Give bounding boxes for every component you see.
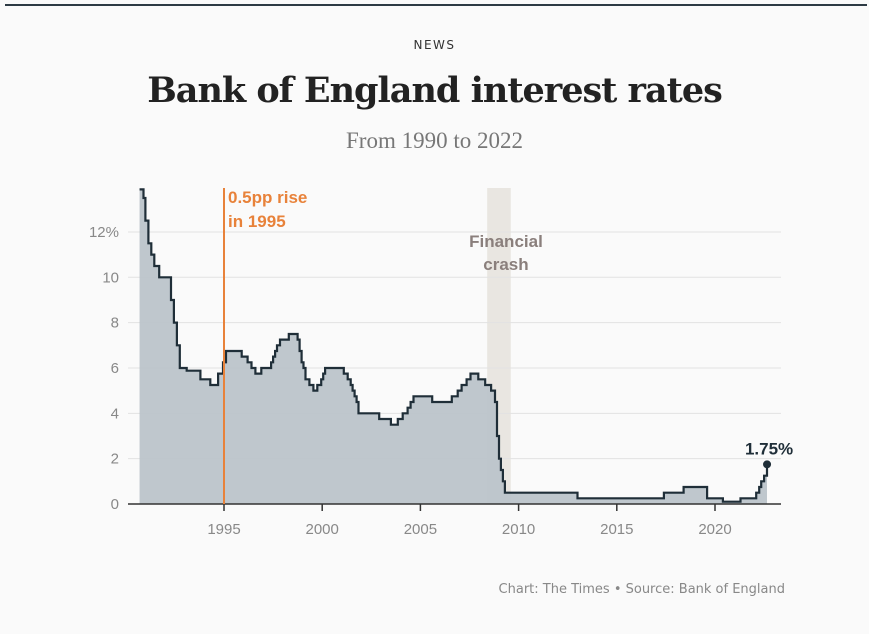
source-note: Chart: The Times • Source: Bank of Engla… [498, 582, 785, 597]
x-tick-label: 2005 [404, 521, 437, 538]
rate-area [139, 189, 768, 504]
crash-label: Financial [469, 232, 543, 251]
series [139, 188, 772, 504]
1995-rise-label: in 1995 [228, 212, 286, 231]
1995-rise-label: 0.5pp rise [228, 188, 307, 207]
y-tick-label: 2 [111, 451, 119, 468]
crash-label: crash [483, 255, 528, 274]
top-rule [5, 4, 867, 6]
y-tick-label: 8 [111, 315, 119, 332]
y-tick-label: 6 [111, 360, 119, 377]
y-tick-label: 10 [102, 269, 119, 286]
rate-line [139, 188, 769, 503]
x-tick-label: 2000 [306, 521, 339, 538]
axes: 0 2 4 6 8 10 12% 1995 2000 2005 2010 2015 2020 [89, 224, 781, 538]
x-tick-label: 2015 [600, 521, 633, 538]
y-tick-label: 12% [89, 224, 119, 241]
chart-title: Bank of England interest rates [147, 70, 723, 111]
x-tick-label: 2010 [502, 521, 535, 538]
x-tick-label: 1995 [207, 521, 240, 538]
annotations: 1.75% 0.5pp rise in 1995 Financial crash [223, 188, 793, 504]
end-point-marker [763, 460, 772, 469]
y-tick-label: 0 [111, 496, 119, 513]
x-tick-label: 2020 [698, 521, 731, 538]
end-value-label: 1.75% [745, 439, 793, 458]
chart-subtitle: From 1990 to 2022 [346, 128, 523, 153]
y-tick-label: 4 [111, 405, 119, 422]
kicker: NEWS [413, 38, 456, 52]
